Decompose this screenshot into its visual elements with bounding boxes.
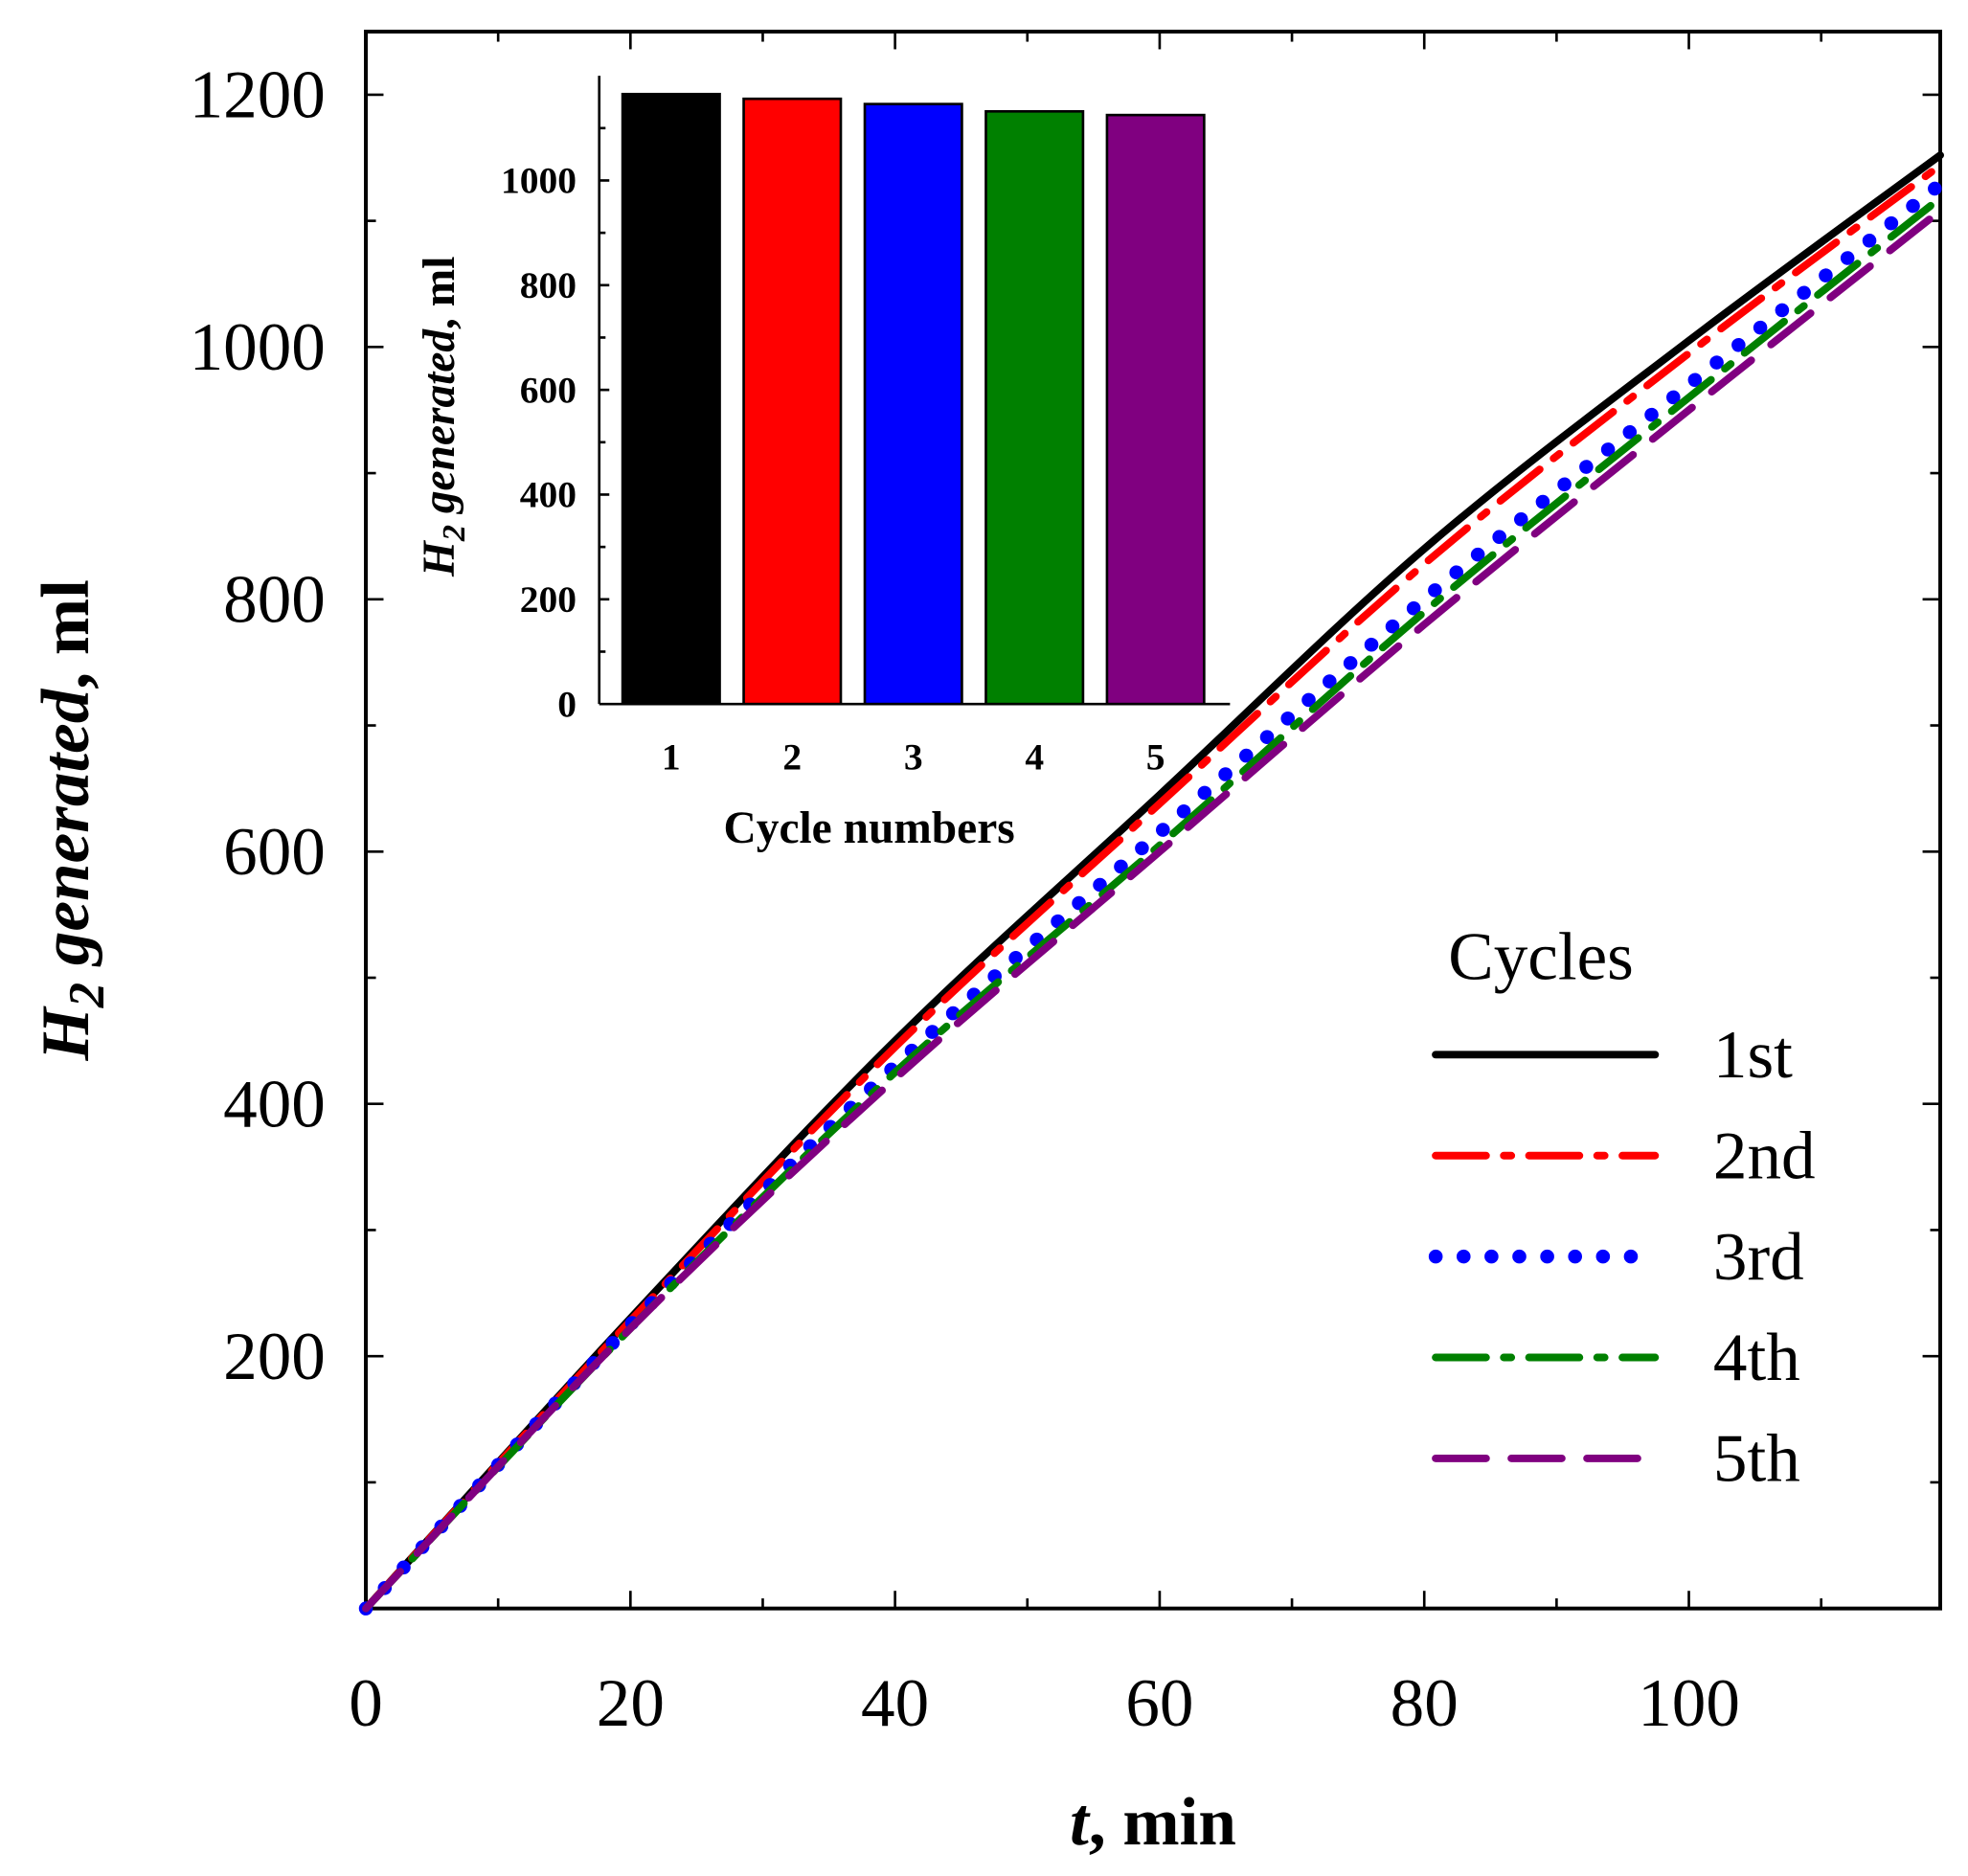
plot-frame: [364, 30, 1942, 1611]
y-tick-label: 1200: [190, 58, 326, 133]
legend-label-3rd: 3rd: [1713, 1220, 1804, 1295]
inset-x-axis-label: Cycle numbers: [724, 803, 1015, 853]
legend-label-2nd: 2nd: [1713, 1119, 1816, 1193]
y-tick-label: 1000: [190, 310, 326, 385]
main-plot: 0 20 40 60 80 100200400600800100012001st2nd3r…: [190, 30, 1948, 1741]
x-tick-label: 80: [1391, 1666, 1459, 1741]
x-tick-label: 40: [861, 1666, 929, 1741]
inset-y-tick-label: 400: [520, 474, 577, 516]
x-axis-label: t, min: [1070, 1785, 1236, 1860]
inset-x-tick-label: 5: [1146, 736, 1165, 779]
inset-y-tick-label: 600: [520, 369, 577, 411]
legend-label-5th: 5th: [1713, 1422, 1800, 1497]
inset-bar-4: [984, 109, 1085, 706]
inset-bar-1: [621, 92, 721, 706]
inset-y-tick-label: 200: [520, 578, 577, 621]
legend-label-4th: 4th: [1713, 1321, 1800, 1395]
inset-y-tick-label: 800: [520, 264, 577, 306]
x-tick-label: 60: [1125, 1666, 1193, 1741]
y-axis-label: H2 generated, ml: [29, 579, 115, 1061]
inset-bar-5: [1105, 113, 1206, 706]
x-tick-label: 20: [597, 1666, 665, 1741]
inset-x-tick-label: 3: [904, 736, 923, 779]
x-tick-label: 100: [1638, 1666, 1740, 1741]
y-tick-label: 400: [223, 1067, 326, 1141]
x-tick-label: 0: [349, 1666, 383, 1741]
inset-y-tick-label: 0: [557, 683, 577, 725]
inset-y-axis-label: H2 generated, ml: [415, 257, 472, 577]
y-tick-label: 800: [223, 563, 326, 638]
inset-bar-2: [742, 97, 843, 706]
inset-x-tick-label: 4: [1025, 736, 1044, 779]
inset-x-tick-label: 1: [662, 736, 681, 779]
legend-label-1st: 1st: [1713, 1018, 1793, 1093]
inset-bar-3: [863, 102, 963, 706]
series-line-5th: [362, 207, 1944, 1613]
inset-x-tick-label: 2: [782, 736, 802, 779]
y-tick-label: 200: [223, 1320, 326, 1394]
inset-bar-chart: 0 200 400 600 800 1000 1 2 3 4 5: [501, 76, 1231, 779]
legend-title: Cycles: [1448, 919, 1634, 994]
y-tick-label: 600: [223, 815, 326, 890]
inset-y-tick-label: 1000: [501, 160, 577, 202]
